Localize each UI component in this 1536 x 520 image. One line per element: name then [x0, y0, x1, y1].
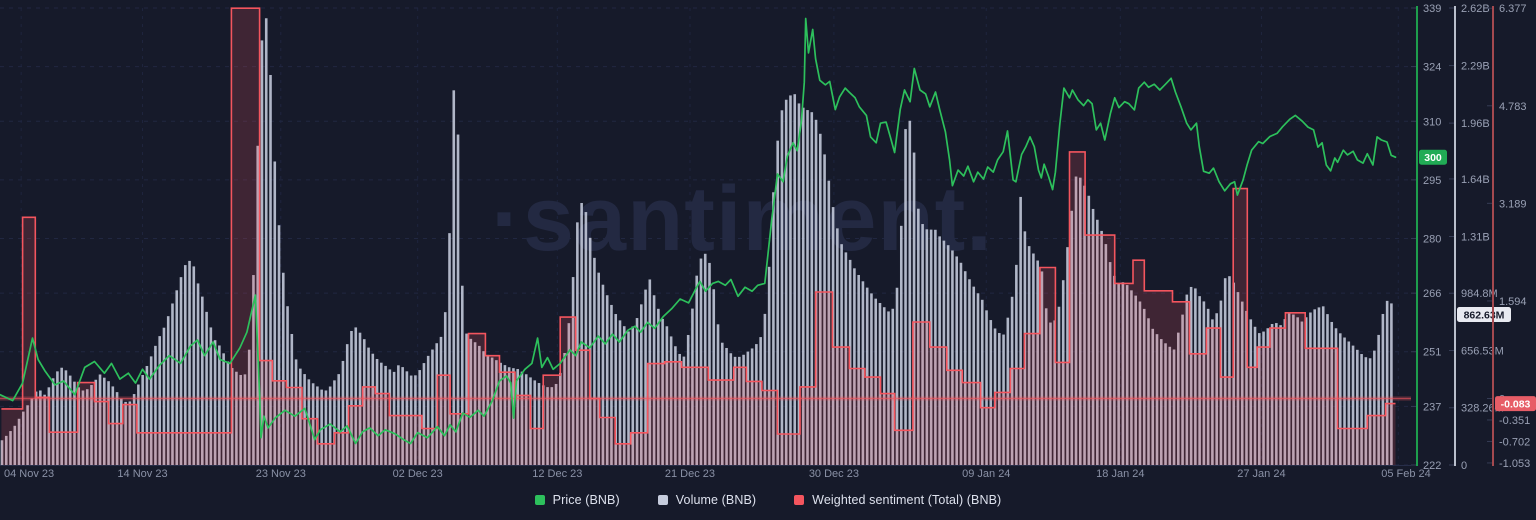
price-line	[0, 17, 1397, 445]
svg-text:0: 0	[1461, 460, 1467, 472]
legend: Price (BNB) Volume (BNB) Weighted sentim…	[0, 486, 1536, 514]
svg-text:23 Nov 23: 23 Nov 23	[256, 468, 306, 480]
svg-text:237: 237	[1423, 401, 1441, 413]
legend-item-volume[interactable]: Volume (BNB)	[657, 493, 757, 507]
svg-text:-1.053: -1.053	[1499, 458, 1530, 470]
sentiment-line	[1, 7, 1396, 445]
legend-item-sentiment[interactable]: Weighted sentiment (Total) (BNB)	[794, 493, 1001, 507]
svg-text:656.53M: 656.53M	[1461, 345, 1504, 357]
sentiment-current-badge	[1495, 396, 1536, 412]
svg-text:27 Jan 24: 27 Jan 24	[1237, 468, 1285, 480]
svg-text:-0.083: -0.083	[1501, 399, 1531, 411]
volume-legend-label: Volume (BNB)	[675, 493, 757, 507]
svg-text:280: 280	[1423, 233, 1441, 245]
svg-text:251: 251	[1423, 347, 1441, 359]
svg-text:1.64B: 1.64B	[1461, 174, 1490, 186]
svg-text:12 Dec 23: 12 Dec 23	[532, 468, 582, 480]
volume-bars	[0, 18, 1393, 466]
sentiment-area	[1, 8, 1396, 465]
svg-text:339: 339	[1423, 3, 1441, 15]
sentiment-legend-swatch	[794, 495, 805, 505]
legend-item-price[interactable]: Price (BNB)	[534, 493, 620, 507]
price-volume-sentiment-chart[interactable]: ·santiment. 339 324 310 295 280 266 251 237 222 30…	[0, 0, 1536, 486]
svg-text:300: 300	[1424, 152, 1442, 164]
svg-text:-0.351: -0.351	[1499, 415, 1530, 427]
svg-text:18 Jan 24: 18 Jan 24	[1096, 468, 1144, 480]
svg-text:02 Dec 23: 02 Dec 23	[393, 468, 443, 480]
svg-text:04 Nov 23: 04 Nov 23	[4, 468, 54, 480]
svg-text:222: 222	[1423, 460, 1441, 472]
svg-text:14 Nov 23: 14 Nov 23	[117, 468, 167, 480]
svg-text:-0.702: -0.702	[1499, 436, 1530, 448]
santiment-watermark: ·santiment.	[491, 168, 993, 270]
svg-text:6.377: 6.377	[1499, 3, 1527, 15]
svg-text:4.783: 4.783	[1499, 101, 1527, 113]
svg-text:1.31B: 1.31B	[1461, 232, 1490, 244]
svg-text:2.29B: 2.29B	[1461, 61, 1490, 73]
svg-text:1.594: 1.594	[1499, 296, 1527, 308]
svg-text:05 Feb 24: 05 Feb 24	[1381, 468, 1431, 480]
x-axis-labels: 04 Nov 23 14 Nov 23 23 Nov 23 02 Dec 23 12 D…	[4, 468, 1431, 480]
sentiment-legend-label: Weighted sentiment (Total) (BNB)	[812, 493, 1002, 507]
price-legend-label: Price (BNB)	[552, 493, 620, 507]
svg-text:3.189: 3.189	[1499, 198, 1527, 210]
svg-text:295: 295	[1423, 175, 1441, 187]
svg-text:21 Dec 23: 21 Dec 23	[665, 468, 715, 480]
svg-text:09 Jan 24: 09 Jan 24	[962, 468, 1010, 480]
svg-text:310: 310	[1423, 116, 1441, 128]
svg-text:30 Dec 23: 30 Dec 23	[809, 468, 859, 480]
svg-text:862.63M: 862.63M	[1464, 310, 1505, 322]
svg-text:984.8M: 984.8M	[1461, 288, 1498, 300]
svg-text:2.62B: 2.62B	[1461, 3, 1490, 15]
svg-text:266: 266	[1423, 288, 1441, 300]
volume-legend-swatch	[657, 495, 668, 505]
price-legend-swatch	[534, 495, 545, 505]
volume-axis: 2.62B2.29B1.96B1.64B1.31B984.8M656.53M32…	[1449, 3, 1511, 472]
volume-current-badge	[1457, 307, 1511, 323]
sentiment-axis: 6.3774.7833.1891.5940-0.351-0.702-1.053-…	[1487, 3, 1536, 470]
price-axis: 339 324 310 295 280 266 251 237 222 300	[1411, 3, 1447, 472]
svg-text:324: 324	[1423, 62, 1441, 74]
svg-text:1.96B: 1.96B	[1461, 118, 1490, 130]
price-current-badge	[1419, 149, 1447, 165]
